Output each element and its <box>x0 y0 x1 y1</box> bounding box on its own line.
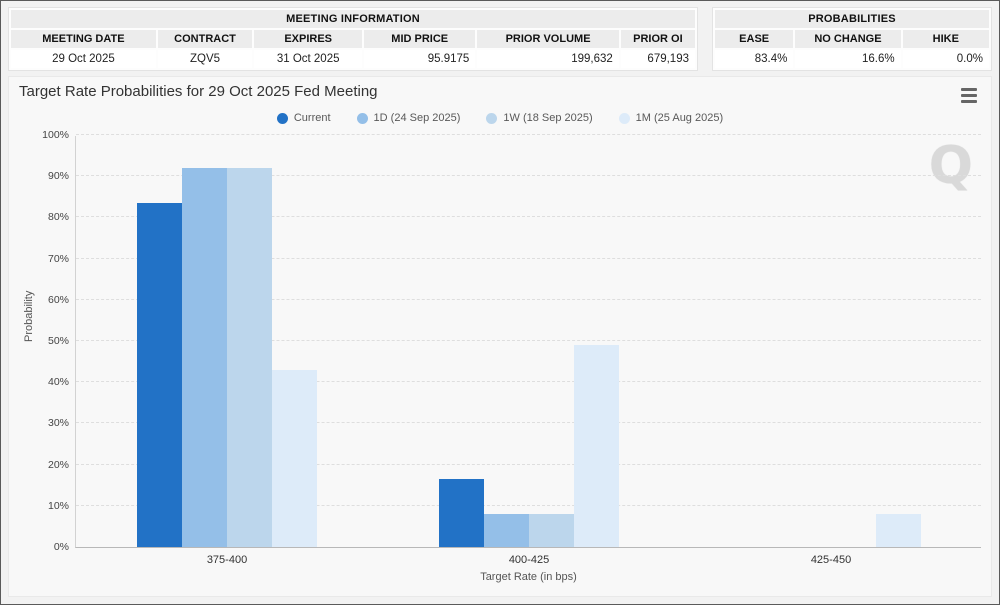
gridline <box>76 298 981 300</box>
y-tick-label: 0% <box>53 541 69 553</box>
gridline <box>76 422 981 424</box>
gridline <box>76 463 981 465</box>
chart-card: Target Rate Probabilities for 29 Oct 202… <box>8 76 992 597</box>
bar-1d-375-400[interactable] <box>182 167 227 547</box>
gridline <box>76 134 981 135</box>
y-tick-label: 50% <box>47 335 69 347</box>
bar-current-400-425[interactable] <box>439 478 484 547</box>
bar-1d-400-425[interactable] <box>484 514 529 547</box>
legend-label: 1D (24 Sep 2025) <box>373 112 461 124</box>
mid-price-value: 95.9175 <box>364 50 476 68</box>
y-tick-label: 70% <box>47 252 69 265</box>
prior-oi-value: 679,193 <box>620 50 695 68</box>
y-tick-label: 100% <box>42 129 69 141</box>
expires-value: 31 Oct 2025 <box>254 50 363 68</box>
bar-1m-425-450[interactable] <box>876 514 921 547</box>
col-header-prior-oi: PRIOR OI <box>620 30 695 48</box>
x-category-label: 425-450 <box>810 554 852 566</box>
legend-marker-icon <box>618 112 630 124</box>
gridline <box>76 340 981 341</box>
quikstrike-watermark: Q <box>928 136 973 196</box>
gridline <box>76 504 981 506</box>
legend-label: 1W (18 Sep 2025) <box>503 112 593 124</box>
bar-1w-400-425[interactable] <box>529 514 574 547</box>
legend-item-1[interactable]: 1D (24 Sep 2025) <box>356 112 461 124</box>
col-header-no-change: NO CHANGE <box>795 30 901 48</box>
col-header-expires: EXPIRES <box>254 30 363 48</box>
y-axis-title: Probability <box>23 290 35 342</box>
legend-marker-icon <box>486 112 498 124</box>
y-tick-label: 40% <box>47 376 69 389</box>
contract-value: ZQV5 <box>157 50 253 68</box>
legend-item-0[interactable]: Current <box>276 112 331 124</box>
legend-item-2[interactable]: 1W (18 Sep 2025) <box>486 112 593 124</box>
gridline <box>76 216 981 218</box>
x-axis-title: Target Rate (in bps) <box>480 571 577 583</box>
ease-value: 83.4% <box>715 50 794 68</box>
hamburger-menu-icon[interactable] <box>957 85 981 105</box>
top-tables: MEETING INFORMATION MEETING DATE CONTRAC… <box>8 7 992 71</box>
gridline <box>76 381 981 383</box>
bar-1m-400-425[interactable] <box>574 345 619 547</box>
y-tick-label: 10% <box>47 499 69 512</box>
x-category-label: 375-400 <box>206 554 248 566</box>
prior-volume-value: 199,632 <box>477 50 619 68</box>
hike-value: 0.0% <box>902 50 989 68</box>
col-header-ease: EASE <box>715 30 794 48</box>
y-tick-label: 60% <box>47 293 69 306</box>
legend-label: Current <box>293 112 331 124</box>
chart-title: Target Rate Probabilities for 29 Oct 202… <box>19 83 378 100</box>
gridline <box>76 175 981 177</box>
legend-marker-icon <box>356 112 368 124</box>
gridline <box>76 257 981 259</box>
y-tick-label: 30% <box>47 417 69 430</box>
x-category-label: 400-425 <box>508 554 550 566</box>
legend-item-3[interactable]: 1M (25 Aug 2025) <box>618 112 724 124</box>
bar-current-375-400[interactable] <box>137 203 182 547</box>
col-header-prior-volume: PRIOR VOLUME <box>477 30 619 48</box>
meeting-information-header: MEETING INFORMATION <box>11 10 695 28</box>
col-header-mid-price: MID PRICE <box>364 30 476 48</box>
chart-legend: Current 1D (24 Sep 2025) 1W (18 Sep 2025) 1… <box>9 110 991 126</box>
bar-1m-375-400[interactable] <box>272 369 317 547</box>
probabilities-header: PROBABILITIES <box>715 10 989 28</box>
y-tick-label: 20% <box>47 458 69 471</box>
legend-marker-icon <box>276 112 288 124</box>
y-tick-label: 90% <box>47 170 69 183</box>
legend-label: 1M (25 Aug 2025) <box>635 112 724 124</box>
col-header-contract: CONTRACT <box>157 30 253 48</box>
meeting-date-value: 29 Oct 2025 <box>11 50 156 68</box>
no-change-value: 16.6% <box>795 50 901 68</box>
y-tick-label: 80% <box>47 211 69 224</box>
meeting-information-table: MEETING INFORMATION MEETING DATE CONTRAC… <box>8 7 698 71</box>
col-header-hike: HIKE <box>902 30 989 48</box>
bar-1w-375-400[interactable] <box>227 167 272 547</box>
plot-area: Q Target Rate (in bps) 0% 10% 20% 30% 40% 50%… <box>42 129 981 583</box>
col-header-meeting-date: MEETING DATE <box>11 30 156 48</box>
probabilities-table: PROBABILITIES EASE NO CHANGE HIKE 83.4% … <box>712 7 992 71</box>
